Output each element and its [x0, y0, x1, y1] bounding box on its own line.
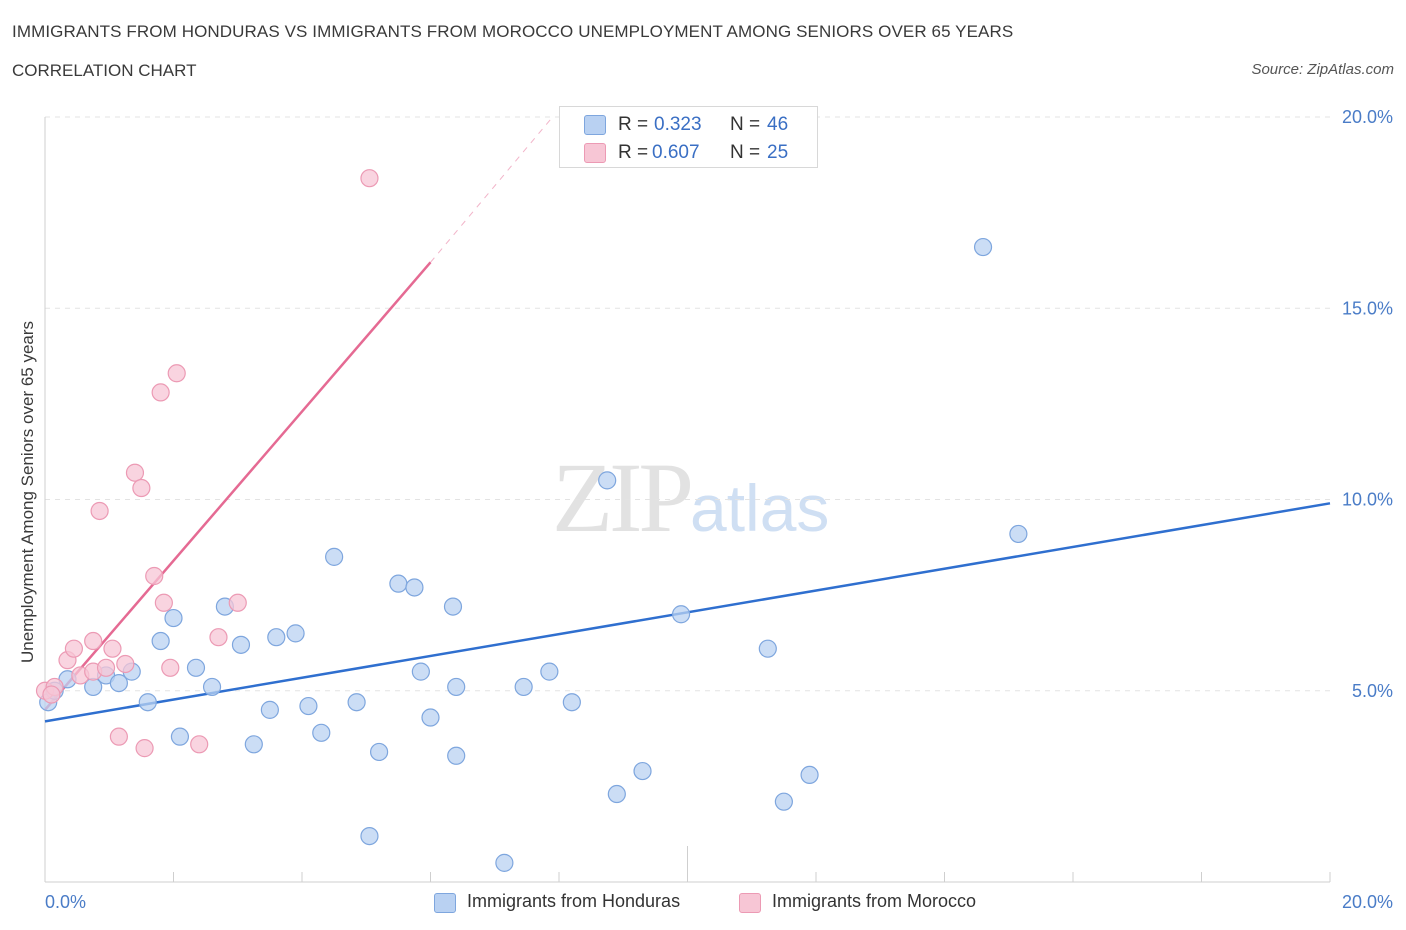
- y-tick-label: 15.0%: [1342, 298, 1393, 318]
- zipatlas-watermark: ZIPatlas: [552, 440, 829, 555]
- point-honduras: [607, 784, 626, 804]
- point-honduras: [447, 746, 466, 765]
- point-honduras: [540, 662, 559, 681]
- point-honduras: [421, 708, 440, 727]
- point-honduras: [164, 608, 183, 628]
- watermark-zip: ZIP: [552, 442, 694, 553]
- point-morocco: [84, 631, 103, 651]
- point-honduras: [671, 605, 691, 624]
- point-honduras: [495, 853, 514, 872]
- legend-n-value: 46: [767, 114, 789, 135]
- legend-n-label: N =: [730, 114, 761, 135]
- point-morocco: [109, 727, 128, 746]
- y-tick-label: 20.0%: [1342, 107, 1393, 127]
- point-honduras: [1009, 524, 1028, 544]
- x-tick-label: 0.0%: [45, 892, 86, 912]
- chart-subtitle: CORRELATION CHART: [12, 61, 197, 80]
- chart-title: IMMIGRANTS FROM HONDURAS VS IMMIGRANTS F…: [12, 22, 1014, 41]
- legend-swatch-morocco: [739, 893, 761, 913]
- trend-lines: [44, 116, 1331, 723]
- point-honduras: [109, 673, 128, 693]
- point-honduras: [514, 677, 533, 697]
- point-honduras: [260, 700, 279, 719]
- point-honduras: [973, 237, 993, 257]
- legend-r-value: 0.607: [652, 142, 700, 163]
- legend-swatch-morocco: [584, 143, 606, 163]
- point-honduras: [447, 677, 466, 697]
- legend-swatch-honduras: [584, 115, 606, 135]
- point-morocco: [96, 658, 116, 677]
- correlation-legend: R = 0.323 N = 46 R = 0.607 N = 25: [559, 106, 818, 168]
- point-honduras: [405, 578, 424, 597]
- legend-swatch-honduras: [434, 893, 456, 913]
- point-honduras: [389, 574, 408, 593]
- point-morocco: [132, 478, 151, 498]
- watermark-atlas: atlas: [690, 471, 830, 545]
- data-points: [35, 111, 1028, 872]
- point-honduras: [202, 677, 222, 697]
- point-honduras: [186, 658, 206, 677]
- x-tick-label: 20.0%: [1342, 892, 1393, 912]
- point-morocco: [209, 628, 228, 647]
- legend-n-label: N =: [730, 142, 761, 163]
- point-morocco: [64, 639, 84, 658]
- point-honduras: [443, 597, 463, 616]
- legend-label-honduras: Immigrants from Honduras: [467, 891, 681, 911]
- point-honduras: [299, 696, 318, 716]
- point-morocco: [145, 566, 164, 586]
- y-tick-label: 5.0%: [1352, 681, 1393, 701]
- point-honduras: [370, 742, 389, 762]
- point-honduras: [138, 693, 157, 712]
- point-honduras: [562, 693, 581, 712]
- point-honduras: [774, 792, 793, 811]
- point-morocco: [116, 654, 135, 674]
- point-honduras: [312, 723, 331, 742]
- axes: [44, 117, 1331, 883]
- point-honduras: [633, 761, 652, 781]
- legend-r-label: R =: [618, 142, 649, 163]
- point-morocco: [360, 169, 379, 188]
- legend-r-label: R =: [618, 114, 649, 135]
- legend-label-morocco: Immigrants from Morocco: [772, 891, 977, 911]
- point-morocco: [125, 463, 145, 482]
- tick-labels: 5.0% 10.0% 15.0% 20.0% 0.0% 20.0% Unemployment…: [18, 107, 1393, 912]
- point-morocco: [154, 593, 173, 612]
- point-morocco: [167, 364, 186, 383]
- point-morocco: [161, 658, 180, 677]
- trend-extension-morocco: [430, 116, 553, 263]
- point-morocco: [190, 735, 209, 754]
- point-morocco: [103, 639, 122, 658]
- legend-n-value: 25: [767, 142, 789, 163]
- point-morocco: [228, 593, 247, 612]
- point-honduras: [411, 662, 430, 681]
- point-honduras: [231, 635, 251, 654]
- point-honduras: [347, 693, 366, 712]
- source-credit: Source: ZipAtlas.com: [1251, 61, 1394, 78]
- point-morocco: [90, 501, 109, 521]
- point-honduras: [758, 639, 777, 658]
- legend-r-value: 0.323: [654, 114, 702, 135]
- point-honduras: [360, 826, 379, 846]
- trend-line-morocco: [44, 261, 432, 711]
- point-honduras: [286, 624, 305, 643]
- point-honduras: [598, 471, 617, 490]
- point-honduras: [267, 628, 286, 647]
- y-tick-label: 10.0%: [1342, 490, 1393, 510]
- point-honduras: [170, 727, 190, 746]
- point-honduras: [244, 735, 263, 754]
- point-morocco: [42, 685, 61, 704]
- point-honduras: [151, 631, 170, 651]
- point-morocco: [151, 383, 170, 402]
- point-morocco: [135, 739, 154, 758]
- point-honduras: [800, 765, 819, 785]
- y-axis-label: Unemployment Among Seniors over 65 years: [18, 321, 37, 663]
- point-honduras: [325, 547, 344, 566]
